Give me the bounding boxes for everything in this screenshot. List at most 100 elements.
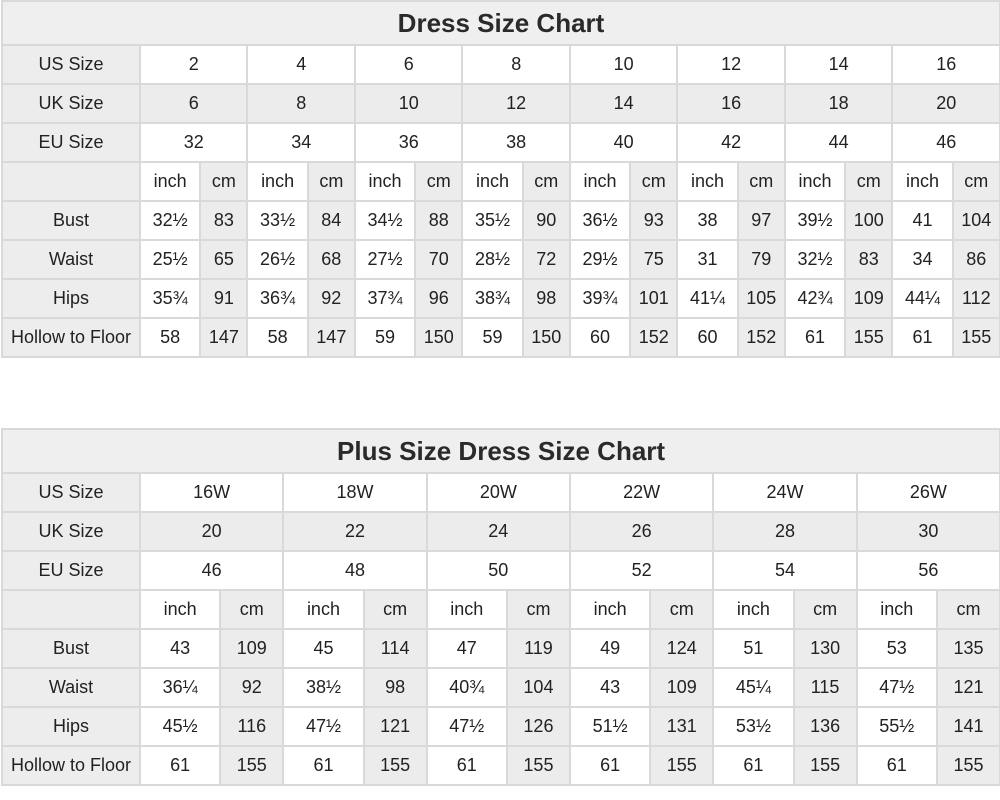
- inch-value: 60: [568, 317, 632, 358]
- cm-value: 155: [792, 745, 858, 786]
- cm-value: 119: [505, 628, 571, 669]
- size-cell: 50: [425, 550, 571, 591]
- unit-cm-header: cm: [649, 589, 715, 630]
- size-cell: 16W: [138, 472, 285, 513]
- cm-value: 93: [629, 200, 679, 241]
- unit-cm-header: cm: [792, 589, 858, 630]
- unit-inch-header: inch: [568, 589, 652, 630]
- row-label: US Size: [1, 472, 141, 513]
- inch-value: 43: [138, 628, 222, 669]
- cm-value: 155: [505, 745, 571, 786]
- cm-value: 86: [951, 239, 1000, 280]
- cm-value: 83: [199, 200, 249, 241]
- inch-value: 61: [712, 745, 795, 786]
- row-label: Bust: [1, 628, 141, 669]
- cm-value: 105: [736, 278, 786, 319]
- size-cell: 14: [568, 83, 679, 124]
- cm-value: 121: [362, 706, 428, 747]
- cm-value: 97: [736, 200, 786, 241]
- inch-value: 36¼: [138, 667, 222, 708]
- cm-value: 152: [736, 317, 786, 358]
- size-cell: 46: [138, 550, 285, 591]
- unit-inch-header: inch: [353, 161, 417, 202]
- inch-value: 53½: [712, 706, 795, 747]
- cm-value: 135: [935, 628, 1000, 669]
- inch-value: 36½: [568, 200, 632, 241]
- measurement-row-hollow-to-floor: Hollow to Floor 61 155 61 155 61 155 61 155 61 155…: [1, 745, 1000, 786]
- unit-inch-header: inch: [568, 161, 632, 202]
- inch-value: 32½: [138, 200, 202, 241]
- inch-value: 41: [891, 200, 954, 241]
- cm-value: 155: [951, 317, 1000, 358]
- inch-value: 26½: [246, 239, 309, 280]
- inch-value: 28½: [461, 239, 524, 280]
- measurement-row-bust: Bust 43 109 45 114 47 119 49 124 51 130 53 135: [1, 628, 1000, 669]
- unit-inch-header: inch: [676, 161, 739, 202]
- inch-value: 60: [676, 317, 739, 358]
- inch-value: 61: [282, 745, 365, 786]
- row-label-empty: [1, 589, 141, 630]
- inch-value: 61: [138, 745, 222, 786]
- cm-value: 104: [951, 200, 1000, 241]
- cm-value: 92: [219, 667, 285, 708]
- inch-value: 39½: [783, 200, 847, 241]
- inch-value: 61: [855, 745, 938, 786]
- inch-value: 27½: [353, 239, 417, 280]
- cm-value: 112: [951, 278, 1000, 319]
- inch-value: 35¾: [138, 278, 202, 319]
- chart-title: Dress Size Chart: [0, 0, 1000, 46]
- unit-cm-header: cm: [362, 589, 428, 630]
- inch-value: 44¼: [891, 278, 954, 319]
- inch-value: 47: [425, 628, 508, 669]
- cm-value: 152: [629, 317, 679, 358]
- size-cell: 20: [891, 83, 1000, 124]
- unit-cm-header: cm: [844, 161, 894, 202]
- cm-value: 155: [649, 745, 715, 786]
- cm-value: 68: [306, 239, 356, 280]
- size-cell: 48: [282, 550, 428, 591]
- uk-size-row: UK Size 6 8 10 12 14 16 18 20: [1, 83, 1000, 124]
- size-cell: 44: [783, 122, 894, 163]
- cm-value: 101: [629, 278, 679, 319]
- size-cell: 10: [353, 83, 464, 124]
- measurement-row-waist: Waist 25½ 65 26½ 68 27½ 70 28½ 72 29½ 75 31 79 32½ 83 3…: [1, 239, 1000, 280]
- row-label: Hollow to Floor: [1, 317, 141, 358]
- size-cell: 26: [568, 511, 715, 552]
- inch-value: 47½: [282, 706, 365, 747]
- size-cell: 42: [676, 122, 786, 163]
- cm-value: 155: [844, 317, 894, 358]
- cm-value: 98: [362, 667, 428, 708]
- cm-value: 116: [219, 706, 285, 747]
- inch-value: 55½: [855, 706, 938, 747]
- unit-inch-header: inch: [246, 161, 309, 202]
- inch-value: 53: [855, 628, 938, 669]
- inch-value: 33½: [246, 200, 309, 241]
- inch-value: 45: [282, 628, 365, 669]
- size-cell: 46: [891, 122, 1000, 163]
- cm-value: 141: [935, 706, 1000, 747]
- cm-value: 114: [362, 628, 428, 669]
- inch-value: 32½: [783, 239, 847, 280]
- inch-value: 61: [425, 745, 508, 786]
- cm-value: 96: [414, 278, 464, 319]
- row-label: Bust: [1, 200, 141, 241]
- cm-value: 150: [414, 317, 464, 358]
- inch-value: 59: [353, 317, 417, 358]
- row-label: Waist: [1, 667, 141, 708]
- inch-value: 61: [568, 745, 652, 786]
- eu-size-row: EU Size 32 34 36 38 40 42 44 46: [1, 122, 1000, 163]
- cm-value: 150: [521, 317, 571, 358]
- inch-value: 61: [783, 317, 847, 358]
- cm-value: 90: [521, 200, 571, 241]
- inch-value: 34½: [353, 200, 417, 241]
- size-cell: 30: [855, 511, 1000, 552]
- row-label: EU Size: [1, 550, 141, 591]
- size-cell: 8: [461, 44, 571, 85]
- eu-size-row: EU Size 46 48 50 52 54 56: [1, 550, 1000, 591]
- size-cell: 12: [676, 44, 786, 85]
- size-cell: 26W: [855, 472, 1000, 513]
- inch-value: 34: [891, 239, 954, 280]
- unit-inch-header: inch: [461, 161, 524, 202]
- size-cell: 18W: [282, 472, 428, 513]
- dress-size-chart-table: Dress Size Chart US Size 2 4 6 8 10 12 14 16 UK Si…: [0, 0, 1000, 358]
